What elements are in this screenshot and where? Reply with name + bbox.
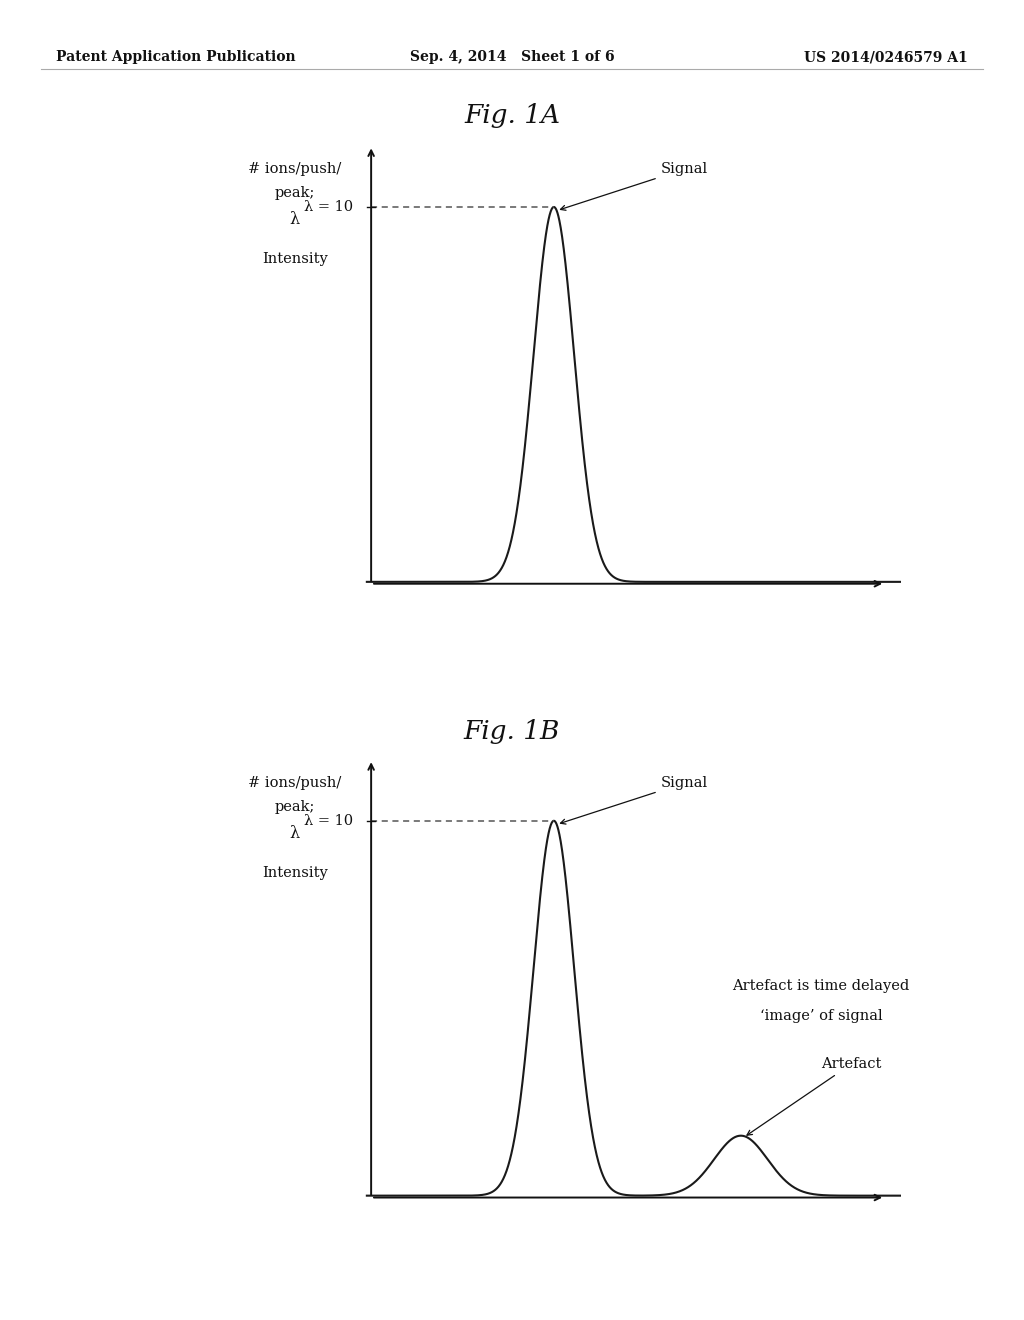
Text: Patent Application Publication: Patent Application Publication	[56, 50, 296, 65]
Text: Intensity: Intensity	[262, 252, 328, 265]
Text: λ: λ	[290, 825, 300, 842]
Text: Fig. 1B: Fig. 1B	[464, 719, 560, 744]
Text: Sep. 4, 2014   Sheet 1 of 6: Sep. 4, 2014 Sheet 1 of 6	[410, 50, 614, 65]
Text: US 2014/0246579 A1: US 2014/0246579 A1	[804, 50, 968, 65]
Text: # ions/push/: # ions/push/	[248, 776, 341, 789]
Text: peak;: peak;	[274, 800, 315, 814]
Text: Artefact is time delayed: Artefact is time delayed	[732, 979, 909, 993]
Text: Intensity: Intensity	[262, 866, 328, 879]
Text: Signal: Signal	[560, 776, 708, 824]
Text: λ = 10: λ = 10	[304, 813, 353, 828]
Text: λ = 10: λ = 10	[304, 199, 353, 214]
Text: # ions/push/: # ions/push/	[248, 162, 341, 176]
Text: Fig. 1A: Fig. 1A	[464, 103, 560, 128]
Text: Artefact: Artefact	[746, 1057, 882, 1135]
Text: λ: λ	[290, 211, 300, 228]
Text: peak;: peak;	[274, 186, 315, 201]
Text: ‘image’ of signal: ‘image’ of signal	[760, 1010, 883, 1023]
Text: Signal: Signal	[560, 162, 708, 210]
